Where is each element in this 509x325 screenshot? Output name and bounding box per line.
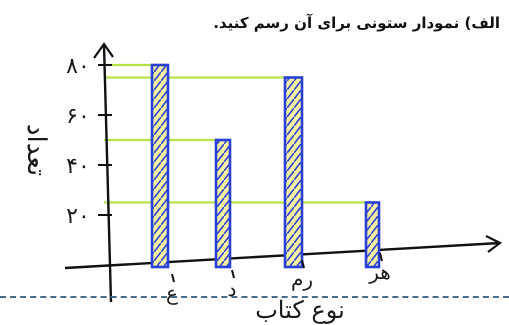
- y-tick-label: ۶۰: [66, 104, 90, 129]
- bar: [283, 76, 304, 269]
- x-tick-label: ع: [166, 281, 178, 305]
- x-tick: [301, 259, 305, 269]
- y-axis-label: تعداد: [21, 124, 51, 176]
- x-tick-label: هر: [368, 260, 391, 284]
- x-axis-label: نوع کتاب: [255, 296, 345, 324]
- bar: [364, 201, 381, 269]
- x-tick: [379, 252, 383, 262]
- x-axis-arrowhead: [485, 235, 503, 253]
- y-axis: [102, 44, 113, 303]
- y-ticks: ۲۰ ۴۰ ۶۰ ۸۰: [66, 54, 112, 229]
- x-tick: [231, 269, 235, 279]
- chart-title: الف) نمودار ستونی برای آن رسم کنید.: [213, 14, 500, 32]
- page-divider: [0, 296, 509, 298]
- x-tick-label: رم: [291, 267, 313, 291]
- x-tick-label: د: [228, 277, 237, 301]
- bar: [150, 63, 170, 269]
- x-tick-labels: ع د رم هر: [166, 252, 391, 305]
- x-tick: [171, 273, 175, 283]
- bars: [150, 63, 381, 269]
- guide-lines: [104, 63, 379, 204]
- y-tick-label: ۴۰: [66, 154, 90, 179]
- y-tick-label: ۲۰: [66, 204, 90, 229]
- y-tick-label: ۸۰: [66, 54, 90, 79]
- y-axis-arrowhead: [93, 42, 114, 59]
- x-axis: [64, 241, 501, 270]
- bar: [214, 138, 232, 269]
